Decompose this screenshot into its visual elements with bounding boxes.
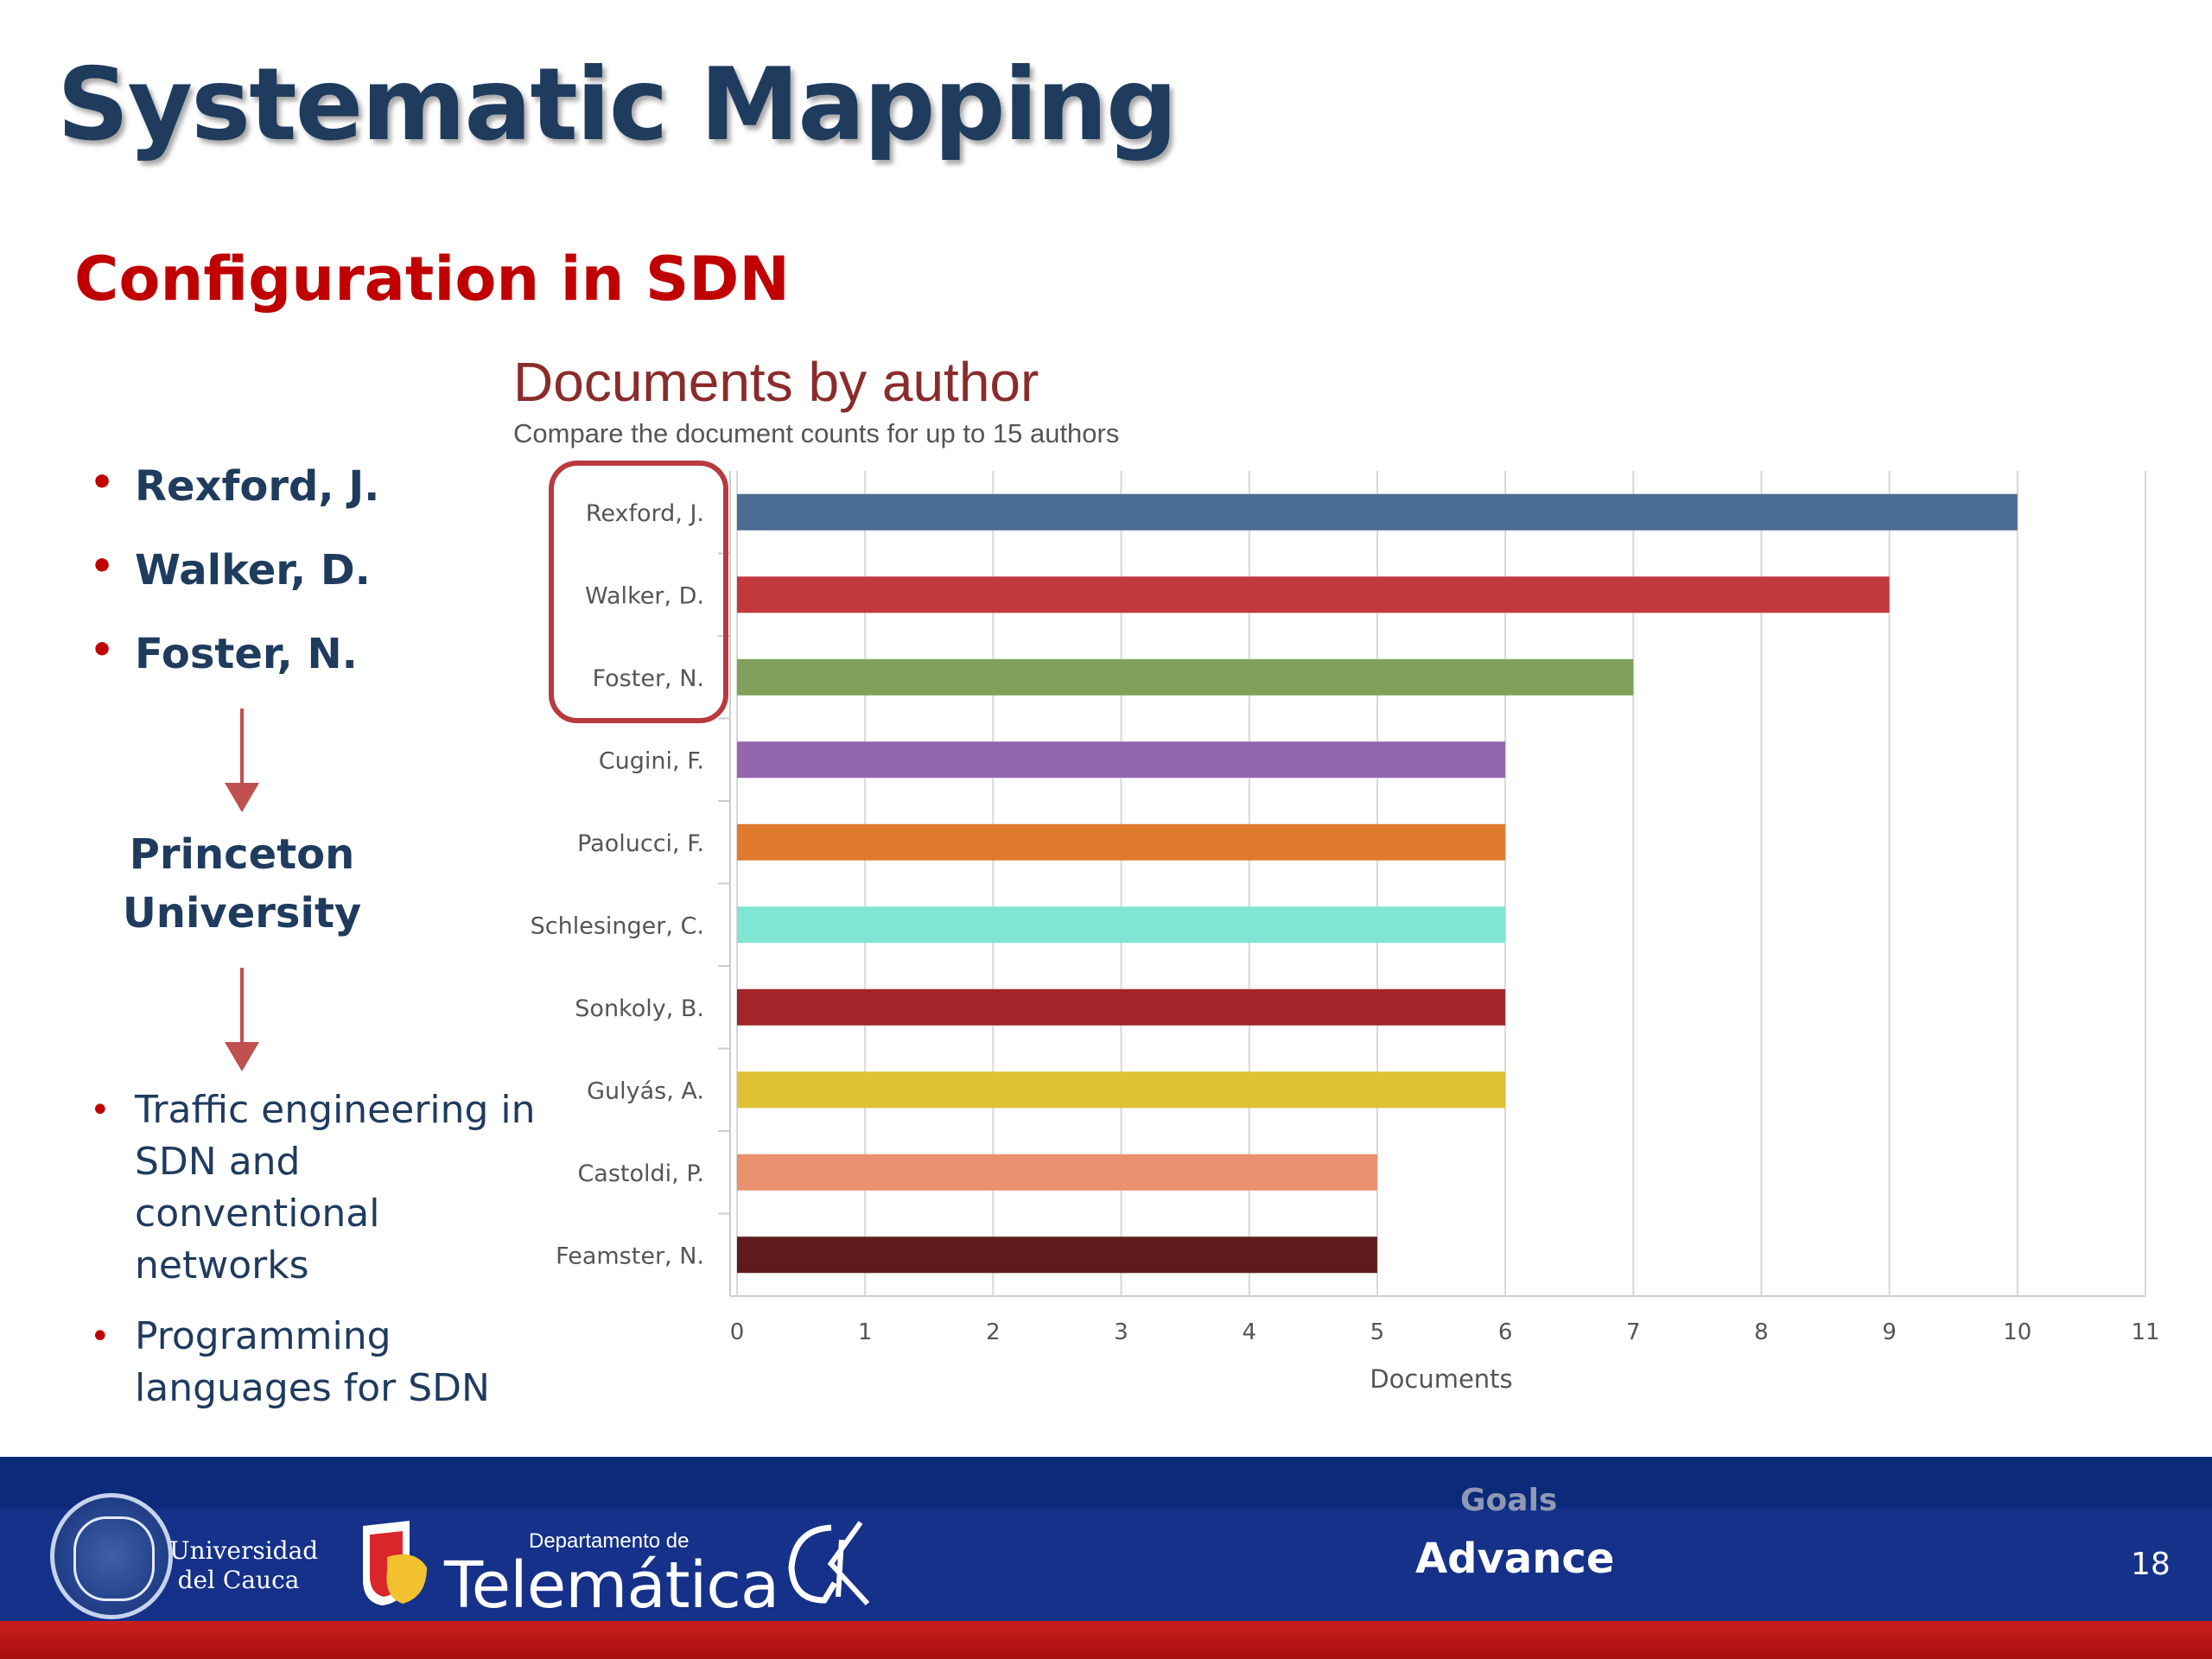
department-prefix: Departamento de bbox=[529, 1529, 690, 1553]
current-section: Advance bbox=[1415, 1535, 1615, 1583]
documents-by-author-chart: Rexford, J. Walker, D. Foster, N. Cugini, F… bbox=[531, 461, 2160, 1394]
category-label: Paolucci, F. bbox=[577, 830, 704, 857]
section-label: Goals bbox=[1460, 1483, 1558, 1518]
x-tick-label: 3 bbox=[1114, 1319, 1128, 1345]
slide-subtitle: Configuration in SDN bbox=[74, 244, 790, 315]
category-label: Walker, D. bbox=[585, 582, 704, 609]
footer-bar: Universidad del Cauca Departamento de Te… bbox=[0, 1457, 2212, 1659]
chart-subtitle: Compare the document counts for up to 15… bbox=[513, 418, 1120, 448]
bar bbox=[737, 906, 1506, 944]
chart-bars bbox=[737, 493, 2018, 1274]
institution-label: Princeton University bbox=[104, 825, 380, 943]
topic-item: Traffic engineering in SDN and conventio… bbox=[86, 1084, 536, 1292]
x-tick-label: 9 bbox=[1882, 1319, 1897, 1345]
research-topics-list: Traffic engineering in SDN and conventio… bbox=[86, 1084, 536, 1433]
bar bbox=[737, 1154, 1377, 1191]
x-tick-label: 0 bbox=[730, 1319, 745, 1345]
x-tick-label: 5 bbox=[1370, 1319, 1385, 1345]
university-seal-icon bbox=[50, 1493, 173, 1619]
x-tick-label: 1 bbox=[858, 1319, 873, 1345]
top-author-item: Rexford, J. bbox=[86, 461, 379, 546]
top-authors-list: Rexford, J. Walker, D. Foster, N. bbox=[86, 461, 379, 714]
x-tick-label: 2 bbox=[986, 1319, 1001, 1345]
bar bbox=[737, 988, 1506, 1026]
topic-item: Programming languages for SDN bbox=[86, 1311, 536, 1414]
category-label: Feamster, N. bbox=[556, 1243, 704, 1269]
chart-category-labels: Rexford, J. Walker, D. Foster, N. Cugini, F… bbox=[531, 500, 704, 1270]
category-label: Gulyás, A. bbox=[587, 1077, 704, 1104]
top-author-item: Walker, D. bbox=[86, 544, 379, 630]
x-tick-label: 4 bbox=[1242, 1319, 1256, 1345]
x-tick-label: 7 bbox=[1626, 1319, 1641, 1345]
bar bbox=[737, 823, 1506, 861]
university-name: Universidad del Cauca bbox=[169, 1536, 318, 1595]
x-tick-label: 6 bbox=[1498, 1319, 1513, 1345]
bar bbox=[737, 1236, 1377, 1274]
institution-line-2: University bbox=[122, 889, 362, 938]
top-author-item: Foster, N. bbox=[86, 628, 379, 714]
department-logo-icon bbox=[363, 1521, 427, 1605]
top-authors-highlight-box bbox=[549, 461, 728, 723]
bar bbox=[737, 493, 2018, 531]
page-number: 18 bbox=[2131, 1547, 2171, 1582]
bar bbox=[737, 1071, 1506, 1109]
chart-axes bbox=[718, 471, 2145, 1297]
x-tick-label: 11 bbox=[2131, 1319, 2159, 1345]
university-name-line-2: del Cauca bbox=[177, 1566, 300, 1594]
category-label: Foster, N. bbox=[593, 665, 704, 692]
bar bbox=[737, 658, 1634, 696]
category-label: Sonkoly, B. bbox=[575, 995, 704, 1022]
university-name-line-1: Universidad bbox=[169, 1536, 319, 1565]
slide-title: Systematic Mapping bbox=[57, 47, 1178, 163]
category-label: Schlesinger, C. bbox=[531, 912, 704, 939]
bar bbox=[737, 576, 1890, 613]
chart-tick-labels: 0 1 2 3 4 5 6 7 8 9 10 11 bbox=[730, 1319, 2160, 1345]
category-label: Cugini, F. bbox=[599, 747, 704, 774]
category-label: Rexford, J. bbox=[586, 500, 704, 527]
category-label: Castoldi, P. bbox=[577, 1160, 704, 1187]
x-tick-label: 8 bbox=[1754, 1319, 1769, 1345]
down-arrow-icon bbox=[225, 709, 259, 812]
down-arrow-icon bbox=[225, 968, 259, 1071]
chart-title: Documents by author bbox=[513, 351, 1039, 413]
institution-line-1: Princeton bbox=[129, 830, 355, 879]
department-name: Telemática bbox=[444, 1548, 779, 1623]
x-axis-label: Documents bbox=[1370, 1364, 1512, 1394]
x-tick-label: 10 bbox=[2003, 1319, 2031, 1345]
group-logo-icon bbox=[788, 1521, 870, 1606]
bar bbox=[737, 741, 1506, 779]
